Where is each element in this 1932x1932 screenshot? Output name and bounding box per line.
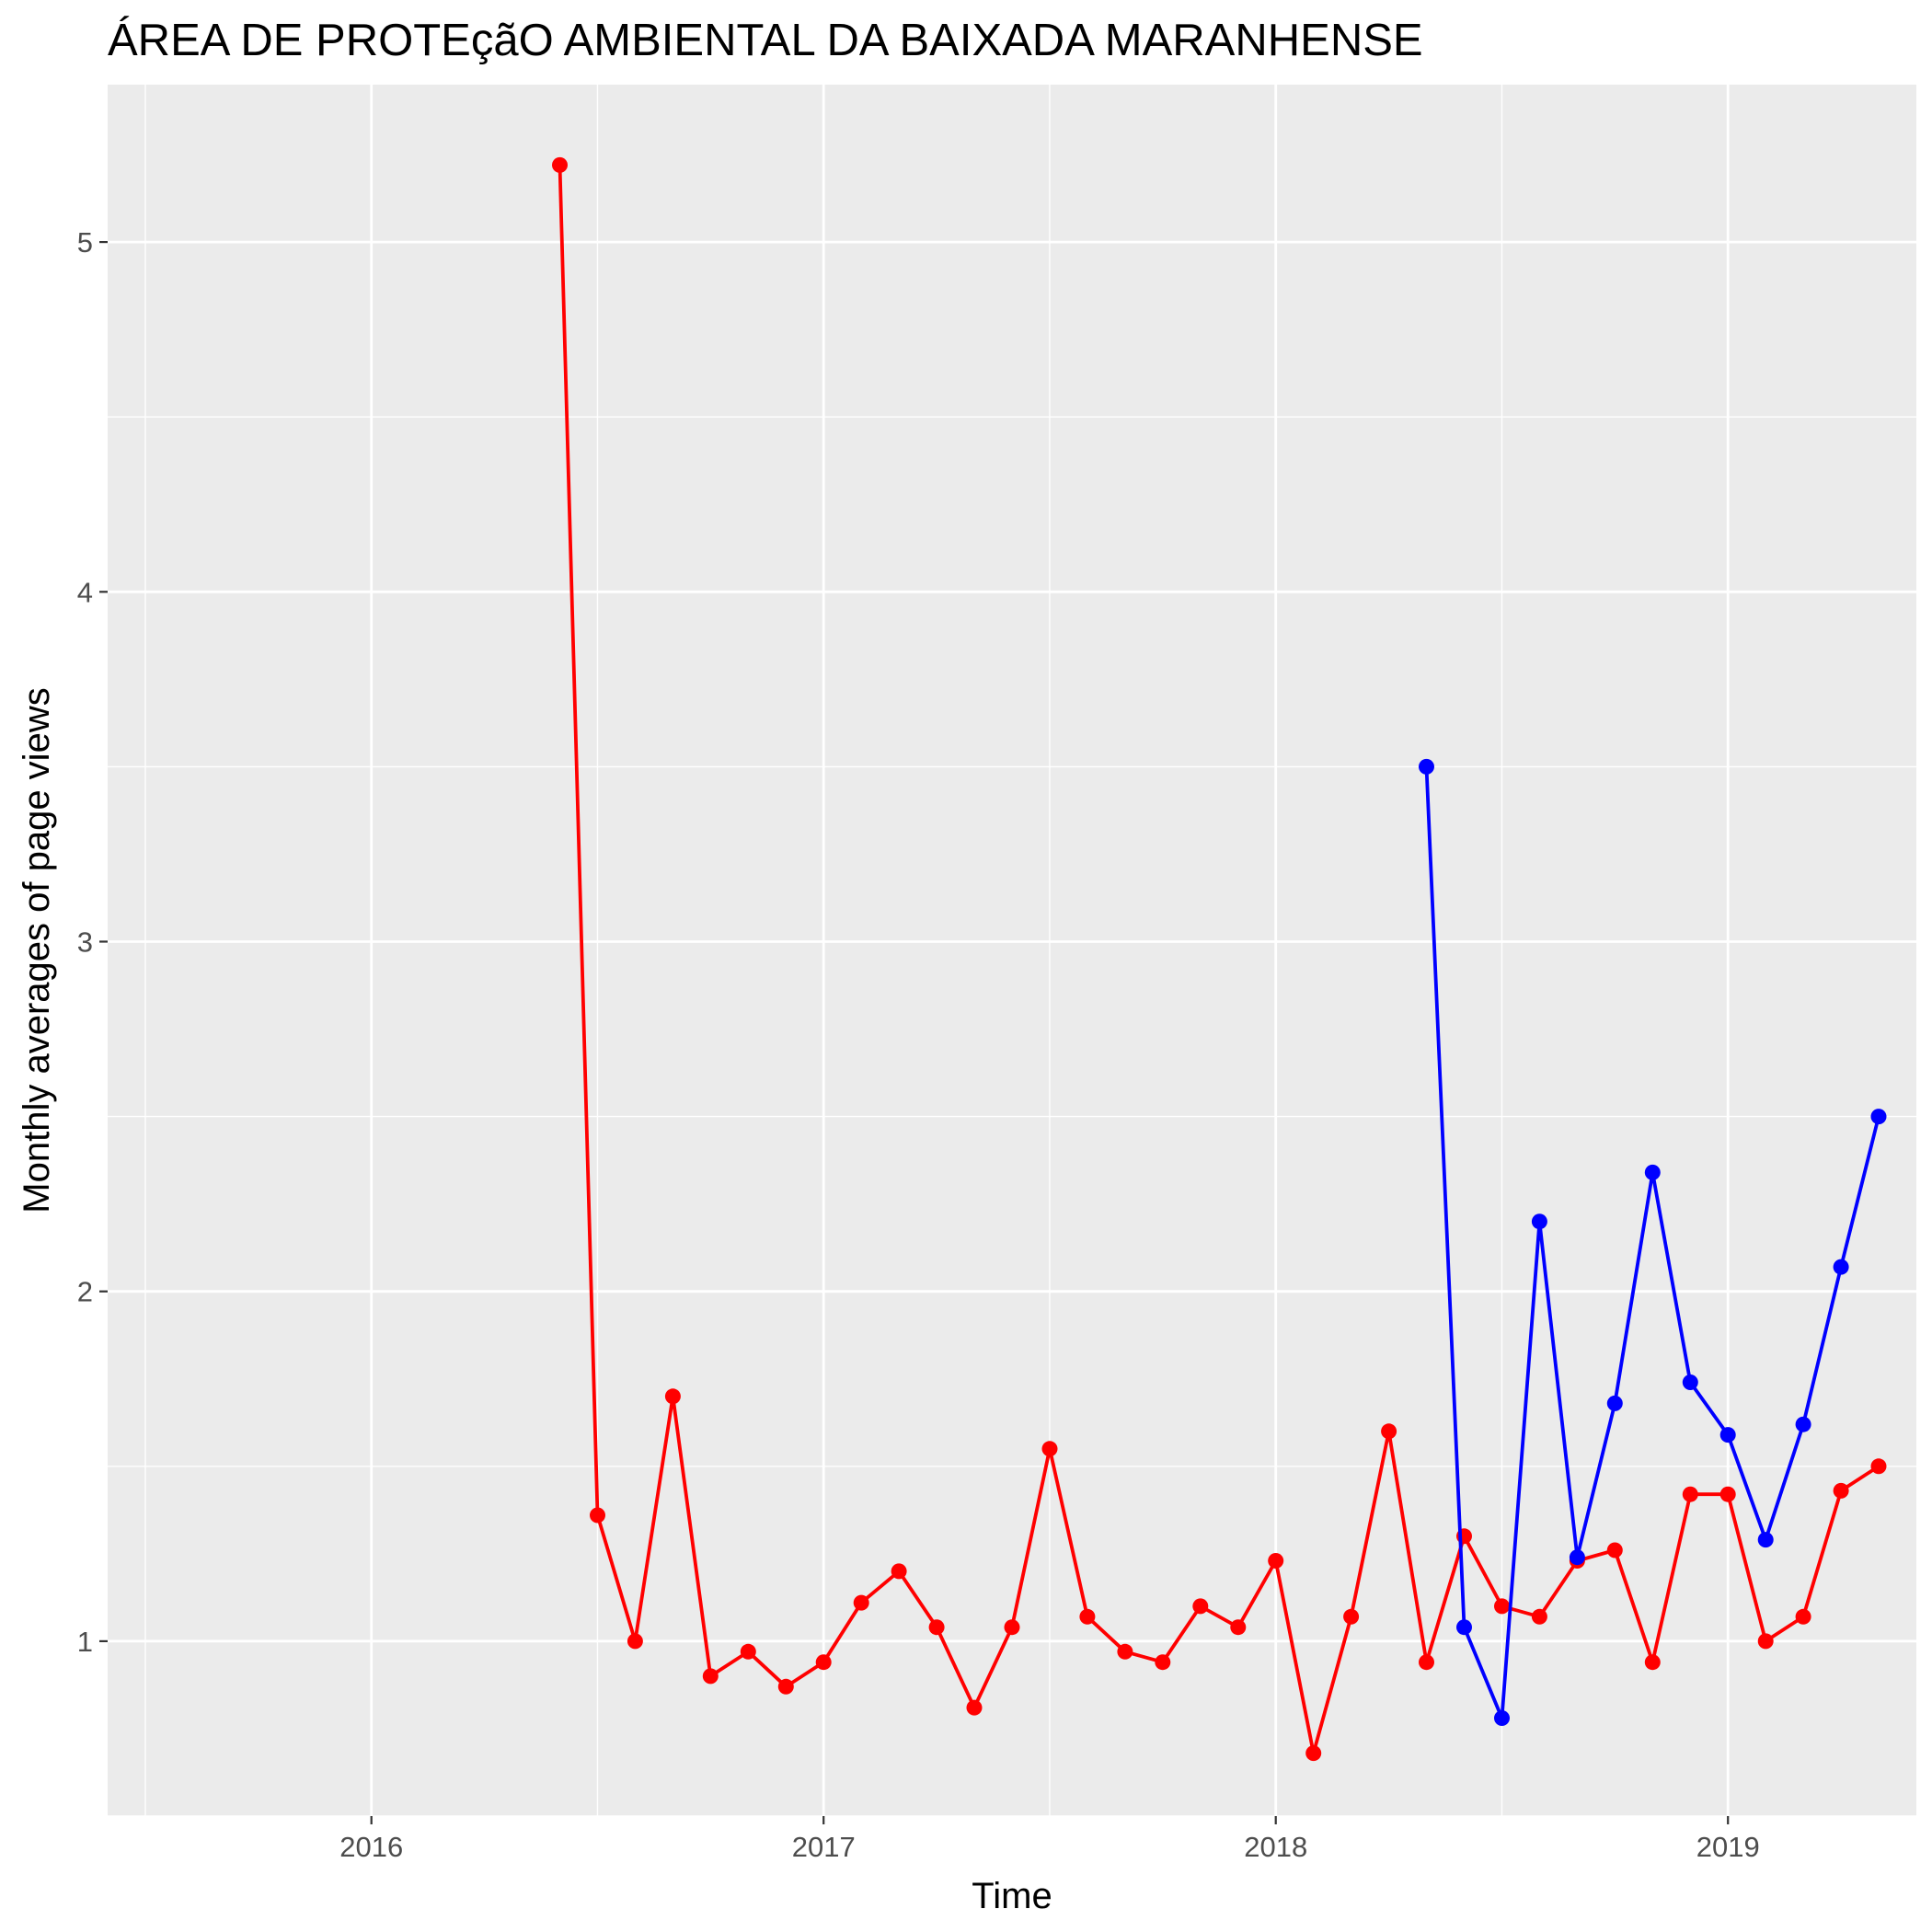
data-point	[853, 1594, 869, 1611]
x-tick-label: 2018	[1244, 1831, 1307, 1863]
data-point	[1155, 1654, 1171, 1671]
data-point	[702, 1668, 719, 1685]
y-tick-label: 3	[77, 926, 93, 958]
data-point	[1079, 1608, 1096, 1625]
data-point	[891, 1563, 907, 1580]
y-tick-label: 5	[77, 226, 93, 259]
y-tick-label: 2	[77, 1276, 93, 1308]
data-point	[1419, 1654, 1434, 1671]
x-tick-label: 2016	[339, 1831, 403, 1863]
x-tick-label: 2019	[1696, 1831, 1760, 1863]
series-layer	[552, 156, 1887, 1762]
x-tick-label: 2017	[792, 1831, 856, 1863]
data-point	[1719, 1486, 1736, 1502]
data-point	[1192, 1598, 1209, 1615]
data-point	[1456, 1619, 1472, 1636]
grid-lines	[108, 85, 1916, 1817]
data-point	[1041, 1441, 1058, 1457]
data-point	[552, 156, 568, 173]
data-point	[590, 1507, 605, 1524]
data-point	[1305, 1745, 1322, 1762]
data-point	[1230, 1619, 1247, 1636]
data-point	[1870, 1109, 1887, 1125]
data-point	[1682, 1374, 1698, 1390]
series-line	[558, 165, 1880, 1755]
series-2	[1419, 758, 1887, 1726]
data-point	[1682, 1486, 1698, 1502]
data-point	[1494, 1598, 1510, 1615]
data-point	[1531, 1608, 1547, 1625]
data-point	[1268, 1553, 1284, 1569]
data-point	[1117, 1643, 1133, 1660]
data-point	[928, 1619, 945, 1636]
data-point	[1795, 1608, 1811, 1625]
data-point	[1419, 758, 1434, 775]
data-point	[740, 1643, 756, 1660]
chart-title: ÁREA DE PROTEçãO AMBIENTAL DA BAIXADA MA…	[108, 16, 1423, 65]
data-point	[1606, 1395, 1623, 1411]
data-point	[1757, 1532, 1774, 1548]
data-point	[1004, 1619, 1020, 1636]
data-point	[815, 1654, 832, 1671]
data-point	[966, 1699, 983, 1716]
data-point	[1569, 1549, 1585, 1566]
data-point	[1343, 1608, 1360, 1625]
data-point	[627, 1633, 643, 1650]
data-point	[1833, 1259, 1849, 1275]
data-point	[1757, 1633, 1774, 1650]
data-point	[1719, 1427, 1736, 1443]
axes: 2016 2017 2018 2019 1 2 3 4 5	[77, 226, 1760, 1863]
y-axis-title: Monthly averages of page views	[17, 687, 57, 1213]
x-axis-title: Time	[972, 1876, 1052, 1916]
y-tick-label: 4	[77, 576, 93, 608]
data-point	[1606, 1542, 1623, 1558]
data-point	[1531, 1213, 1547, 1230]
plot-panel	[108, 85, 1916, 1816]
y-tick-label: 1	[77, 1626, 93, 1658]
data-point	[1833, 1482, 1849, 1499]
data-point	[1795, 1416, 1811, 1432]
data-point	[664, 1388, 681, 1405]
data-point	[1870, 1458, 1887, 1475]
data-point	[1644, 1164, 1661, 1180]
data-point	[1644, 1654, 1661, 1671]
data-point	[1494, 1710, 1510, 1726]
data-point	[777, 1678, 794, 1695]
data-point	[1381, 1423, 1397, 1440]
